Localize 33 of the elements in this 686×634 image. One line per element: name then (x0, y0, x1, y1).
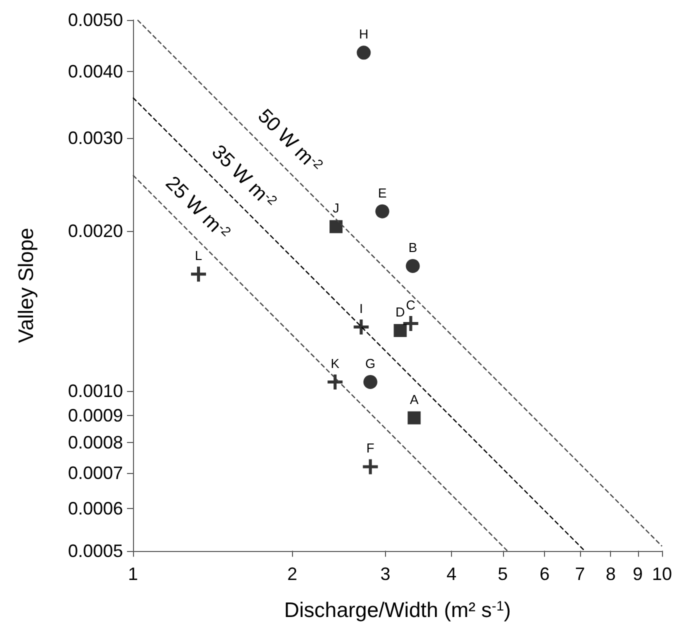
annotation: I (359, 301, 364, 316)
x-tick-label: 2 (287, 564, 298, 584)
y-tick-label: 0.0006 (68, 498, 123, 519)
x-tick-label: 8 (606, 564, 616, 584)
x-tick-label: 4 (446, 564, 456, 584)
annotation: D (396, 304, 405, 320)
y-axis-title: Valley Slope (15, 228, 38, 343)
y-tick-label: 0.0030 (68, 128, 123, 148)
annotation: F (366, 440, 374, 456)
x-tick-label: 3 (380, 564, 390, 584)
annotation: K (330, 356, 340, 371)
y-tick-label: 0.0008 (68, 432, 123, 452)
annotation: H (359, 26, 368, 42)
y-tick-label: 0.0050 (68, 10, 123, 30)
y-tick-label: 0.0040 (68, 61, 123, 82)
y-tick-label: 0.0005 (68, 540, 123, 561)
annotation: J (332, 200, 340, 216)
annotation: G (365, 356, 376, 371)
x-tick-label: 5 (498, 564, 508, 584)
y-tick-label: 0.0010 (68, 380, 123, 401)
annotation: L (194, 248, 202, 264)
annotation: A (410, 392, 419, 407)
annotation: B (408, 240, 418, 255)
y-tick-label: 0.0020 (68, 221, 123, 242)
y-tick-label: 0.0009 (68, 405, 123, 426)
annotation: E (378, 185, 387, 200)
x-tick-label: 7 (575, 564, 586, 584)
x-tick-label: 10 (652, 564, 672, 584)
x-tick-label: 9 (632, 564, 643, 584)
x-tick-label: 6 (540, 564, 550, 584)
x-tick-label: 1 (128, 564, 138, 584)
annotation: C (406, 298, 416, 313)
y-tick-label: 0.0007 (68, 463, 123, 484)
